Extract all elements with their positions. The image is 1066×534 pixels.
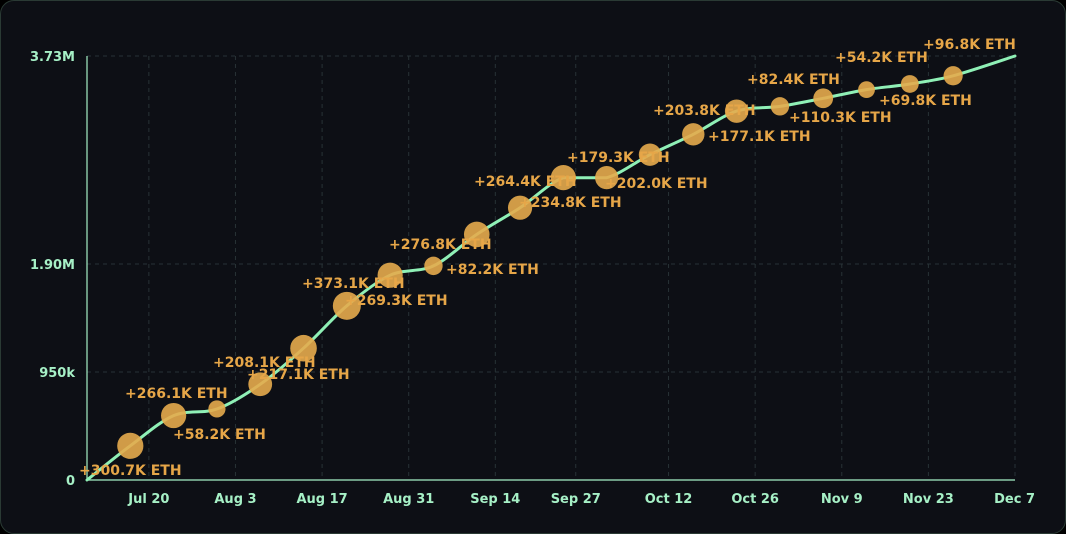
- data-label: +177.1K ETH: [708, 129, 811, 145]
- data-marker: [813, 88, 834, 109]
- data-label: +69.8K ETH: [879, 93, 972, 109]
- data-marker: [208, 400, 226, 418]
- x-tick-label: Sep 14: [470, 492, 520, 507]
- data-marker: [943, 66, 963, 86]
- data-marker: [290, 334, 317, 362]
- data-label: +269.3K ETH: [345, 293, 448, 309]
- x-tick-label: Oct 26: [731, 492, 779, 507]
- data-marker: [377, 262, 403, 288]
- axes: [86, 56, 1015, 481]
- data-marker: [424, 256, 443, 276]
- data-marker: [161, 402, 187, 429]
- data-marker: [682, 123, 705, 146]
- data-label: +202.0K ETH: [605, 176, 708, 192]
- data-label: +96.8K ETH: [923, 37, 1016, 53]
- data-marker: [724, 99, 749, 123]
- y-axis-ticks: 0 950k 1.90M 3.73M: [30, 50, 75, 489]
- data-marker: [638, 143, 662, 166]
- grid-lines: [87, 55, 1016, 480]
- data-marker: [550, 165, 576, 191]
- data-label: +217.1K ETH: [247, 367, 350, 383]
- data-label: +276.8K ETH: [389, 237, 492, 253]
- data-marker: [858, 81, 875, 99]
- data-label: +203.8K ETH: [653, 103, 756, 119]
- data-marker: [248, 372, 273, 397]
- data-label: +54.2K ETH: [835, 50, 928, 66]
- y-tick-label: 950k: [39, 366, 75, 381]
- data-label: +234.8K ETH: [519, 195, 622, 211]
- data-marker: [507, 195, 533, 220]
- x-tick-label: Oct 12: [645, 492, 693, 507]
- data-label: +264.4K ETH: [474, 174, 577, 190]
- data-marker: [117, 432, 144, 459]
- data-markers: [117, 66, 963, 459]
- x-tick-label: Nov 23: [903, 492, 954, 507]
- data-label: +266.1K ETH: [125, 386, 228, 402]
- series-line: [85, 54, 1017, 482]
- data-label: +208.1K ETH: [213, 355, 316, 371]
- data-label: +300.7K ETH: [79, 463, 182, 479]
- y-tick-label: 0: [66, 474, 75, 489]
- y-tick-label: 1.90M: [30, 258, 75, 273]
- data-label: +82.4K ETH: [747, 72, 840, 88]
- data-marker: [463, 221, 490, 248]
- data-label: +58.2K ETH: [173, 427, 266, 443]
- x-tick-label: Jul 20: [127, 492, 169, 507]
- x-axis-ticks: Jul 20 Aug 3 Aug 17 Aug 31 Sep 14 Sep 27 Oct 1…: [127, 492, 1035, 507]
- data-marker: [332, 291, 361, 320]
- x-tick-label: Nov 9: [821, 492, 863, 507]
- data-marker: [900, 75, 919, 93]
- x-tick-label: Aug 17: [296, 492, 347, 507]
- y-tick-label: 3.73M: [30, 50, 75, 65]
- x-tick-label: Dec 7: [994, 492, 1035, 507]
- series-line-layer: [85, 54, 1017, 482]
- data-labels: +300.7K ETH +266.1K ETH +58.2K ETH +217.1K …: [79, 37, 1016, 479]
- data-marker: [595, 166, 619, 190]
- data-label: +110.3K ETH: [789, 110, 892, 126]
- data-label: +179.3K ETH: [567, 150, 670, 166]
- data-label: +373.1K ETH: [302, 276, 405, 292]
- x-tick-label: Sep 27: [551, 492, 601, 507]
- data-marker: [770, 97, 790, 116]
- x-tick-label: Aug 3: [214, 492, 256, 507]
- x-tick-label: Aug 31: [383, 492, 434, 507]
- data-label: +82.2K ETH: [446, 262, 539, 278]
